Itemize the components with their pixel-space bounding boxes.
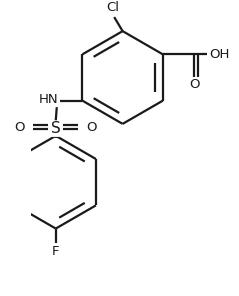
Text: Cl: Cl (106, 1, 119, 14)
Text: OH: OH (209, 48, 229, 61)
Text: S: S (51, 121, 61, 136)
Text: O: O (189, 78, 200, 91)
Text: F: F (52, 245, 60, 258)
Text: O: O (87, 121, 97, 134)
Text: HN: HN (39, 94, 59, 107)
Text: O: O (14, 121, 25, 134)
